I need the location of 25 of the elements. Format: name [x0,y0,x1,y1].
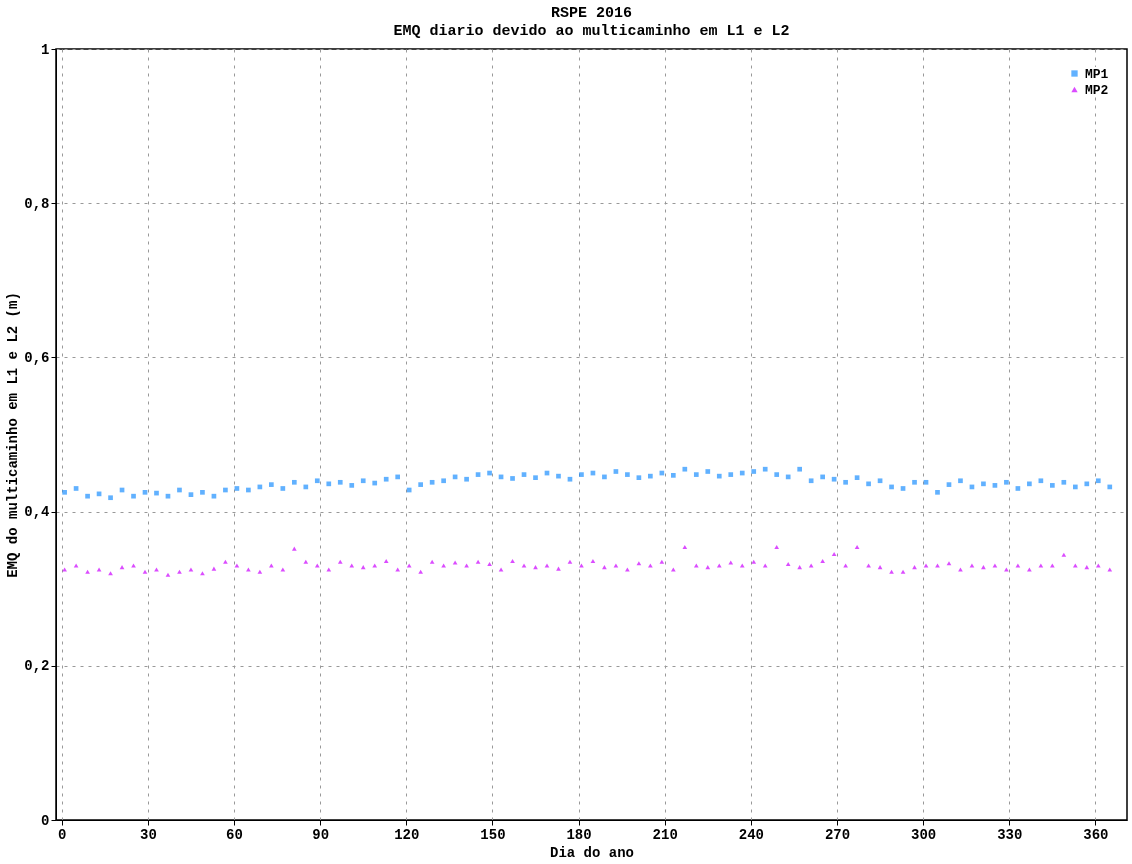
chart-title: RSPE 2016 [550,5,633,22]
x-axis-title: Dia do ano [549,844,635,861]
legend-label: MP1 [1085,66,1109,82]
legend-label: MP2 [1085,82,1109,98]
x-tick-label: 240 [738,826,764,843]
y-tick-label: 0,2 [24,658,50,675]
x-tick-label: 360 [1083,826,1109,843]
x-tick-label: 90 [312,826,330,843]
x-tick-label: 0 [58,826,67,843]
y-tick-label: 1 [41,41,50,58]
x-tick-label: 270 [824,826,851,843]
x-tick-label: 120 [394,826,420,843]
x-tick-label: 30 [139,826,157,843]
y-tick-label: 0,6 [24,349,50,366]
chart-subtitle: EMQ diario devido ao multicaminho em L1 e L2 [393,23,790,40]
x-tick-label: 180 [566,826,592,843]
y-tick-label: 0,4 [24,504,50,521]
y-tick-label: 0 [41,812,50,829]
y-axis-title: EMQ do multicaminho em L1 e L2 (m) [5,292,22,578]
x-tick-label: 60 [226,826,243,843]
x-tick-label: 150 [480,826,506,843]
x-tick-label: 210 [652,826,678,843]
y-tick-label: 0,8 [24,195,50,212]
x-tick-label: 330 [997,826,1023,843]
x-tick-label: 300 [911,826,937,843]
